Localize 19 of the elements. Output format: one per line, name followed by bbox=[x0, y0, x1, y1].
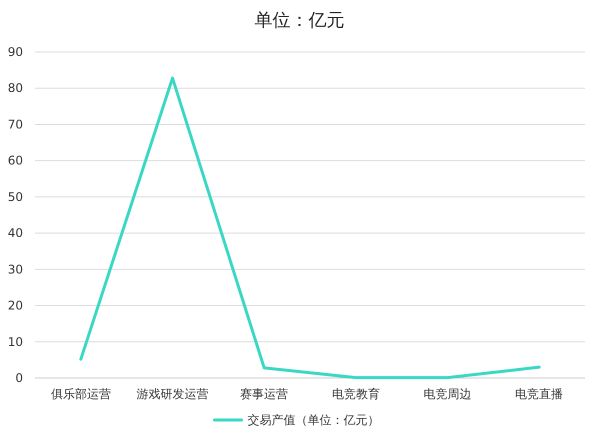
legend-label: 交易产值（单位：亿元） bbox=[248, 413, 380, 427]
x-tick-label: 俱乐部运营 bbox=[50, 387, 111, 401]
y-tick-label: 60 bbox=[8, 154, 23, 168]
y-tick-label: 50 bbox=[8, 190, 23, 204]
y-tick-label: 0 bbox=[15, 371, 23, 385]
y-tick-label: 20 bbox=[8, 298, 23, 313]
x-tick-label: 电竞直播 bbox=[515, 387, 564, 401]
y-tick-label: 90 bbox=[8, 45, 23, 59]
y-tick-label: 70 bbox=[8, 117, 23, 132]
chart-title: 单位：亿元 bbox=[254, 10, 344, 31]
y-tick-label: 80 bbox=[8, 81, 23, 96]
x-tick-label: 电竞教育 bbox=[332, 387, 380, 401]
y-tick-label: 30 bbox=[8, 262, 23, 276]
y-tick-label: 10 bbox=[8, 334, 23, 349]
x-tick-label: 赛事运营 bbox=[240, 387, 288, 401]
line-series bbox=[79, 76, 541, 380]
x-tick-label: 游戏研发运营 bbox=[136, 387, 208, 401]
y-tick-label: 40 bbox=[8, 226, 23, 240]
x-tick-label: 电竞周边 bbox=[424, 387, 472, 401]
